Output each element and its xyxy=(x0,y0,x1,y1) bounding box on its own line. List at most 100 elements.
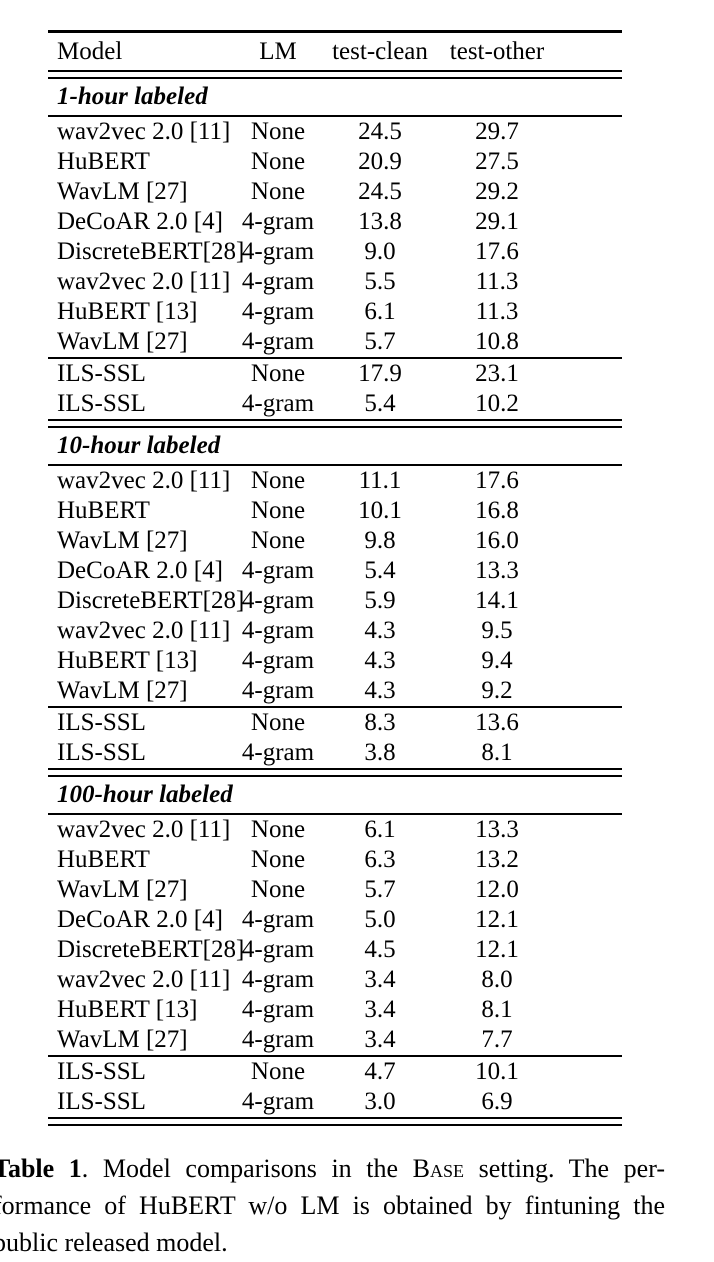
model-cell: DiscreteBERT[28] xyxy=(57,238,245,265)
test-other-cell: 17.6 xyxy=(475,238,519,265)
test-clean-cell: 4.3 xyxy=(364,617,396,644)
test-other-cell: 27.5 xyxy=(475,148,519,175)
lm-cell: 4-gram xyxy=(241,936,315,963)
lm-cell: None xyxy=(250,467,306,494)
lm-cell: 4-gram xyxy=(241,238,315,265)
test-clean-cell: 5.5 xyxy=(364,268,396,295)
test-clean-cell: 4.3 xyxy=(364,677,396,704)
test-clean-cell: 8.3 xyxy=(364,709,396,736)
lm-cell: None xyxy=(250,527,306,554)
model-cell: wav2vec 2.0 [11] xyxy=(57,467,231,494)
test-other-cell: 16.0 xyxy=(475,527,519,554)
lm-cell: 4-gram xyxy=(241,647,315,674)
caption-line-3: public released model. xyxy=(0,1228,228,1257)
test-clean-cell: 5.7 xyxy=(364,876,396,903)
test-clean-cell: 24.5 xyxy=(358,178,402,205)
lm-cell: None xyxy=(250,148,306,175)
lm-cell: 4-gram xyxy=(241,298,315,325)
test-other-cell: 10.2 xyxy=(475,390,519,417)
test-other-cell: 16.8 xyxy=(475,497,519,524)
model-cell: DeCoAR 2.0 [4] xyxy=(57,906,223,933)
table-section: 100-hour labeled wav2vec 2.0 [11] None 6.1… xyxy=(48,777,622,1126)
lm-cell: 4-gram xyxy=(241,1026,315,1053)
column-header-test-clean: test-clean xyxy=(332,38,428,65)
test-clean-cell: 3.0 xyxy=(364,1088,396,1115)
section-header-row: 1-hour labeled xyxy=(48,79,622,115)
model-cell: wav2vec 2.0 [11] xyxy=(57,816,231,843)
test-clean-cell: 13.8 xyxy=(358,208,402,235)
section-header-row: 10-hour labeled xyxy=(48,428,622,464)
table-row: DiscreteBERT[28] 4-gram 4.5 12.1 xyxy=(48,935,622,965)
section-header: 100-hour labeled xyxy=(57,781,233,808)
test-other-cell: 29.1 xyxy=(475,208,519,235)
model-cell: wav2vec 2.0 [11] xyxy=(57,268,231,295)
lm-cell: 4-gram xyxy=(241,739,315,766)
header-double-rule xyxy=(48,70,622,79)
test-clean-cell: 24.5 xyxy=(358,118,402,145)
section-bottom-double-rule xyxy=(48,768,622,777)
caption-line-2: formance of HuBERT w/o LM is obtained by… xyxy=(0,1191,665,1220)
model-cell: HuBERT [13] xyxy=(57,298,198,325)
lm-cell: 4-gram xyxy=(241,268,315,295)
lm-cell: 4-gram xyxy=(241,617,315,644)
test-other-cell: 12.0 xyxy=(475,876,519,903)
table-row: DeCoAR 2.0 [4] 4-gram 5.4 13.3 xyxy=(48,556,622,586)
caption-text: setting. The per- xyxy=(464,1154,665,1183)
lm-cell: 4-gram xyxy=(241,677,315,704)
test-clean-cell: 5.4 xyxy=(364,390,396,417)
table-row: wav2vec 2.0 [11] None 24.5 29.7 xyxy=(48,117,622,147)
table-row: WavLM [27] 4-gram 4.3 9.2 xyxy=(48,676,622,706)
section-top-rule xyxy=(48,464,622,466)
section-highlight-rows: ILS-SSL None 8.3 13.6 ILS-SSL 4-gram 3.8 8.1 xyxy=(48,708,622,768)
table-caption: Table 1. Model comparisons in the Base s… xyxy=(0,1150,665,1261)
highlight-separator-rule xyxy=(48,357,622,359)
section-highlight-rows: ILS-SSL None 4.7 10.1 ILS-SSL 4-gram 3.0 6.9 xyxy=(48,1057,622,1117)
model-cell: wav2vec 2.0 [11] xyxy=(57,966,231,993)
model-cell: ILS-SSL xyxy=(57,390,146,417)
table-row: wav2vec 2.0 [11] None 6.1 13.3 xyxy=(48,815,622,845)
highlight-table-row: ILS-SSL 4-gram 5.4 10.2 xyxy=(48,389,622,419)
test-clean-cell: 11.1 xyxy=(358,467,402,494)
test-other-cell: 29.2 xyxy=(475,178,519,205)
table-row: DeCoAR 2.0 [4] 4-gram 5.0 12.1 xyxy=(48,905,622,935)
test-clean-cell: 3.4 xyxy=(364,996,396,1023)
table-row: wav2vec 2.0 [11] 4-gram 5.5 11.3 xyxy=(48,267,622,297)
test-other-cell: 17.6 xyxy=(475,467,519,494)
model-cell: ILS-SSL xyxy=(57,739,146,766)
lm-cell: 4-gram xyxy=(241,906,315,933)
test-other-cell: 13.3 xyxy=(475,557,519,584)
column-header-test-other: test-other xyxy=(449,38,545,65)
caption-smallcaps-base: Base xyxy=(412,1154,465,1183)
model-cell: wav2vec 2.0 [11] xyxy=(57,118,231,145)
model-cell: HuBERT [13] xyxy=(57,647,198,674)
lm-cell: None xyxy=(250,876,306,903)
lm-cell: None xyxy=(250,1058,306,1085)
test-clean-cell: 3.4 xyxy=(364,966,396,993)
lm-cell: 4-gram xyxy=(241,557,315,584)
test-clean-cell: 3.8 xyxy=(364,739,396,766)
lm-cell: None xyxy=(250,816,306,843)
test-other-cell: 6.9 xyxy=(481,1088,513,1115)
section-highlight-rows: ILS-SSL None 17.9 23.1 ILS-SSL 4-gram 5.4 10.2 xyxy=(48,359,622,419)
table-section: 1-hour labeled wav2vec 2.0 [11] None 24.5 2… xyxy=(48,79,622,428)
section-bottom-double-rule xyxy=(48,419,622,428)
lm-cell: None xyxy=(250,178,306,205)
lm-cell: 4-gram xyxy=(241,208,315,235)
section-rows: wav2vec 2.0 [11] None 6.1 13.3 HuBERT None 6.3… xyxy=(48,815,622,1055)
test-clean-cell: 6.1 xyxy=(364,298,396,325)
test-clean-cell: 6.1 xyxy=(364,816,396,843)
table-row: WavLM [27] None 9.8 16.0 xyxy=(48,526,622,556)
test-other-cell: 12.1 xyxy=(475,906,519,933)
test-clean-cell: 3.4 xyxy=(364,1026,396,1053)
test-clean-cell: 20.9 xyxy=(358,148,402,175)
test-other-cell: 13.6 xyxy=(475,709,519,736)
model-cell: HuBERT xyxy=(57,148,150,175)
model-cell: WavLM [27] xyxy=(57,677,188,704)
table-row: wav2vec 2.0 [11] None 11.1 17.6 xyxy=(48,466,622,496)
table-top-rule xyxy=(48,30,622,33)
model-cell: DiscreteBERT[28] xyxy=(57,587,245,614)
highlight-separator-rule xyxy=(48,706,622,708)
model-cell: WavLM [27] xyxy=(57,527,188,554)
lm-cell: None xyxy=(250,497,306,524)
